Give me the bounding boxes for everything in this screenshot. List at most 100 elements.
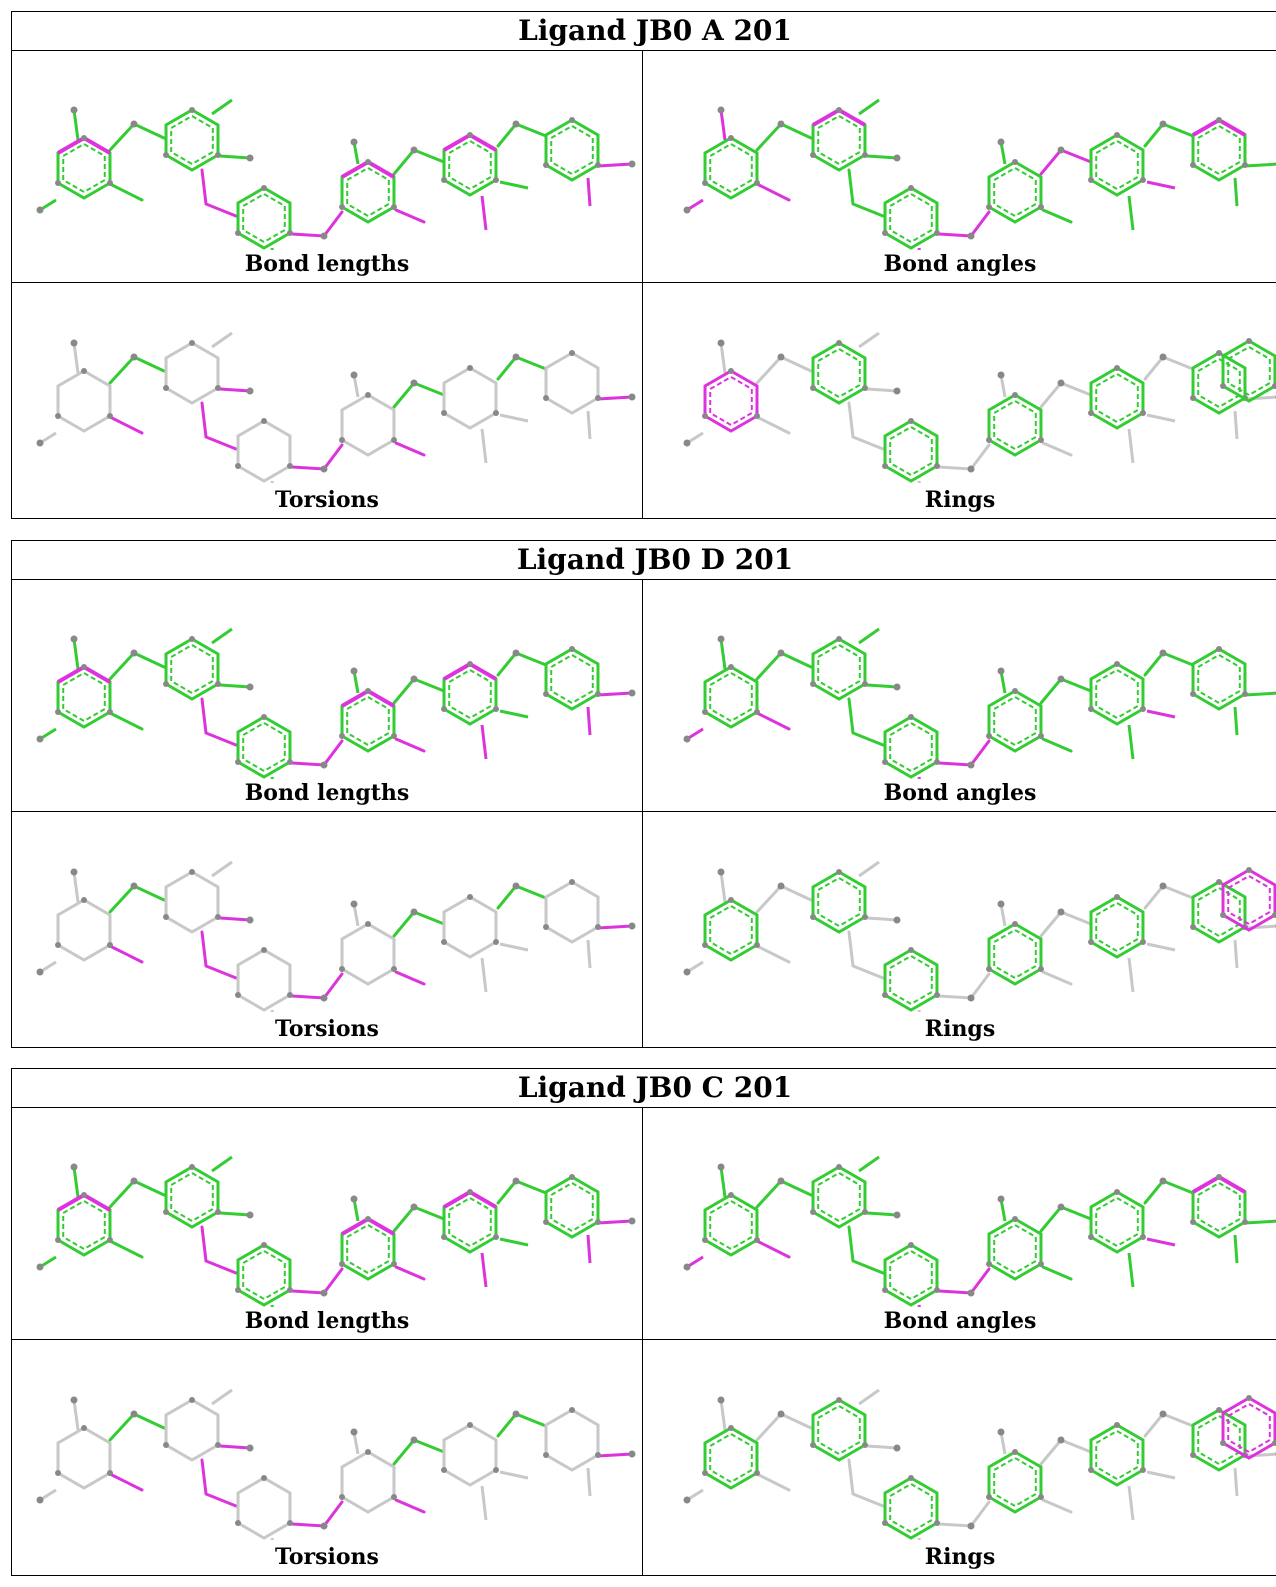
atom: [893, 683, 901, 691]
atom: [810, 385, 817, 391]
atom: [997, 138, 1005, 146]
atom: [1139, 410, 1146, 416]
atom: [467, 894, 473, 900]
atom: [728, 664, 734, 670]
bond: [1041, 737, 1073, 753]
atom: [1246, 1395, 1252, 1401]
ring: [883, 419, 939, 483]
atom: [882, 1520, 889, 1526]
ring-aromatic: [1227, 1402, 1271, 1454]
bond: [72, 871, 80, 903]
ring: [544, 1175, 600, 1239]
atom: [1088, 1234, 1095, 1240]
ring: [703, 1426, 759, 1490]
atom: [214, 385, 221, 391]
atom: [1159, 120, 1167, 128]
atom: [569, 1174, 575, 1180]
bond: [586, 177, 592, 207]
atom: [246, 683, 254, 691]
ring-aromatic: [170, 643, 214, 695]
ring-aromatic: [889, 1249, 933, 1301]
atom: [70, 1163, 78, 1171]
ring: [1191, 647, 1247, 711]
atom: [753, 180, 760, 186]
bond: [108, 355, 166, 385]
bond: [858, 331, 880, 349]
atom: [163, 1442, 170, 1448]
ring: [442, 366, 498, 430]
atom: [512, 120, 520, 128]
bond: [719, 109, 727, 141]
ring: [164, 1398, 220, 1462]
atom: [320, 465, 328, 473]
atom: [1037, 733, 1044, 739]
panel-rings: Rings: [642, 812, 1276, 1047]
bond: [496, 651, 548, 677]
bond: [755, 355, 813, 385]
atom: [986, 733, 993, 739]
molecule-diagram: [683, 98, 1276, 250]
ring: [236, 715, 292, 779]
atom: [893, 1211, 901, 1219]
atom: [908, 185, 914, 191]
atom: [683, 1496, 691, 1504]
bond: [755, 122, 813, 152]
atom: [1159, 1410, 1167, 1418]
bond: [865, 1211, 899, 1217]
panel-caption: Bond lengths: [244, 1308, 410, 1334]
atom: [777, 120, 785, 128]
atom: [717, 1396, 725, 1404]
atom: [261, 1475, 267, 1481]
atom: [163, 1209, 170, 1215]
ligand-table-2: Ligand JB0 D 201 Bond lengths Bond angle…: [11, 540, 1276, 1048]
bond: [917, 1009, 921, 1012]
atom: [365, 392, 371, 398]
ring: [56, 369, 112, 433]
bond: [1127, 428, 1135, 464]
bond: [211, 627, 233, 645]
bond: [719, 871, 727, 903]
molecule: [683, 331, 1276, 483]
atom: [683, 206, 691, 214]
atom: [261, 185, 267, 191]
atom: [81, 368, 87, 374]
atom: [997, 1428, 1005, 1436]
bond: [352, 670, 360, 694]
atom: [189, 1164, 195, 1170]
atom: [908, 1242, 914, 1248]
molecule: [36, 331, 636, 483]
atom: [130, 1410, 138, 1418]
atom: [986, 966, 993, 972]
bond: [200, 1458, 238, 1508]
bond: [496, 122, 548, 148]
ring: [1221, 1396, 1276, 1460]
bond: [110, 183, 144, 202]
bond: [1233, 177, 1239, 207]
bond: [858, 98, 880, 116]
atom: [441, 410, 448, 416]
bond: [499, 1470, 529, 1480]
atom: [320, 1289, 328, 1297]
ring-aromatic: [709, 1199, 753, 1251]
atom: [882, 463, 889, 469]
atom: [81, 1192, 87, 1198]
atom: [1216, 1407, 1222, 1413]
atom: [1241, 162, 1248, 168]
bond: [110, 712, 144, 731]
bond: [1146, 1470, 1176, 1480]
bond: [757, 1473, 791, 1492]
panel-caption: Rings: [924, 487, 996, 513]
bond: [999, 1198, 1007, 1222]
atom: [933, 1520, 940, 1526]
atom: [365, 1449, 371, 1455]
atom: [81, 897, 87, 903]
bond: [719, 638, 727, 670]
atom: [594, 162, 601, 168]
atom: [836, 1397, 842, 1403]
atom: [753, 1470, 760, 1476]
atom: [967, 761, 975, 769]
atom: [717, 635, 725, 643]
atom: [1057, 675, 1065, 683]
atom: [1216, 1174, 1222, 1180]
ring: [987, 160, 1043, 224]
